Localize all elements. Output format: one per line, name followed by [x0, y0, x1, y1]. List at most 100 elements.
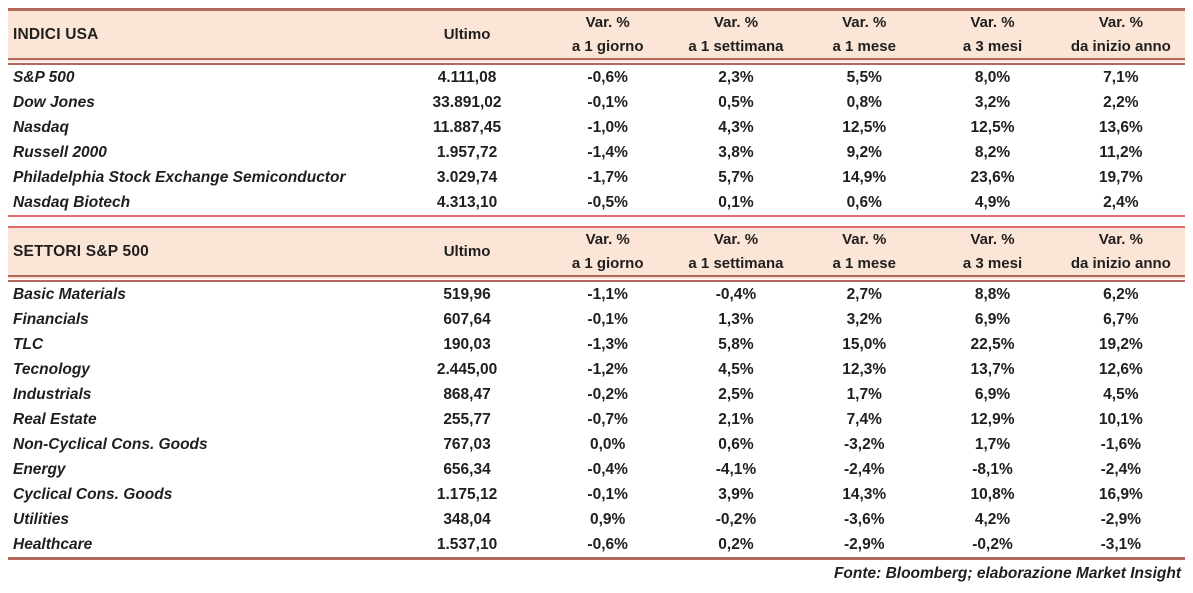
var-value: -1,1% [587, 285, 628, 303]
var-value: 3,9% [718, 485, 754, 503]
ultimo-value: 1.957,72 [436, 143, 498, 161]
var-value: -0,2% [972, 535, 1013, 553]
table-row: Industrials 868,47 -0,2% 2,5% 1,7% 6,9% 4,5% [8, 382, 1185, 407]
table-row: Tecnology 2.445,00 -1,2% 4,5% 12,3% 13,7% 12,6… [8, 357, 1185, 382]
var-value: -2,9% [843, 535, 885, 553]
var-1-day-column-header: Var. % a 1 giorno [543, 227, 672, 282]
table-row: Nasdaq 11.887,45 -1,0% 4,3% 12,5% 12,5% 13,6% [8, 115, 1185, 140]
row-label: Financials [13, 310, 89, 328]
var-value: 0,2% [718, 535, 754, 553]
table-row: Nasdaq Biotech 4.313,10 -0,5% 0,1% 0,6% 4,9% 2… [8, 190, 1185, 216]
period-label: a 1 settimana [688, 254, 784, 272]
var-value: 2,3% [718, 68, 754, 86]
ultimo-value: 519,96 [443, 285, 491, 303]
period-label: a 1 giorno [571, 37, 644, 55]
var-value: 16,9% [1098, 485, 1143, 503]
ultimo-value: 348,04 [443, 510, 491, 528]
var-value: -0,1% [587, 310, 628, 328]
var-value: 5,8% [718, 335, 754, 353]
period-label: a 1 mese [832, 37, 896, 55]
var-value: -0,2% [587, 385, 628, 403]
ultimo-column-header: Ultimo [390, 9, 544, 65]
table-row: Utilities 348,04 0,9% -0,2% -3,6% 4,2% -2,9% [8, 507, 1185, 532]
var-value: 12,9% [970, 410, 1015, 428]
var-value: 7,1% [1103, 68, 1139, 86]
section-title: SETTORI S&P 500 [8, 227, 391, 282]
var-1-day-column-header: Var. % a 1 giorno [543, 9, 672, 65]
var-value: -2,4% [1100, 460, 1142, 478]
row-label: Philadelphia Stock Exchange Semiconducto… [13, 168, 346, 186]
table-row: Energy 656,34 -0,4% -4,1% -2,4% -8,1% -2,4% [8, 457, 1185, 482]
indici-usa-header: INDICI USA Ultimo Var. % a 1 giorno Var.… [8, 9, 1185, 65]
ultimo-value: 656,34 [443, 460, 491, 478]
var-label: Var. % [842, 14, 887, 32]
indici-usa-table: INDICI USA Ultimo Var. % a 1 giorno Var.… [8, 8, 1185, 217]
period-label: a 1 settimana [688, 37, 784, 55]
settori-sp500-body: Basic Materials 519,96 -1,1% -0,4% 2,7% 8,8% 6… [8, 279, 1185, 559]
var-value: -0,6% [587, 68, 628, 86]
var-value: -1,4% [587, 143, 628, 161]
ultimo-value: 11.887,45 [432, 118, 502, 136]
var-value: 4,5% [718, 360, 754, 378]
period-label: a 1 giorno [571, 254, 644, 272]
period-label: a 3 mesi [962, 254, 1023, 272]
var-label: Var. % [842, 231, 887, 249]
ultimo-value: 4.313,10 [436, 193, 498, 211]
var-value: 8,8% [974, 285, 1011, 303]
header-row: SETTORI S&P 500 Ultimo Var. % a 1 giorno… [8, 227, 1185, 282]
var-value: 1,7% [974, 435, 1011, 453]
var-value: -8,1% [972, 460, 1013, 478]
settori-sp500-table: SETTORI S&P 500 Ultimo Var. % a 1 giorno… [8, 226, 1185, 560]
table-row: Basic Materials 519,96 -1,1% -0,4% 2,7% 8,8% 6… [8, 279, 1185, 308]
var-value: -0,6% [587, 535, 628, 553]
var-value: -0,7% [587, 410, 628, 428]
var-value: 9,2% [846, 143, 882, 161]
var-value: 3,2% [974, 93, 1011, 111]
var-value: 0,0% [590, 435, 626, 453]
row-label: Industrials [13, 385, 92, 403]
var-value: -0,4% [715, 285, 757, 303]
var-3-months-column-header: Var. % a 3 mesi [928, 227, 1057, 282]
var-value: 6,7% [1103, 310, 1139, 328]
table-row: S&P 500 4.111,08 -0,6% 2,3% 5,5% 8,0% 7,1% [8, 62, 1185, 91]
var-value: -0,1% [587, 485, 628, 503]
var-value: 0,1% [718, 193, 754, 211]
var-value: 4,9% [974, 193, 1011, 211]
table-row: Cyclical Cons. Goods 1.175,12 -0,1% 3,9% 14,… [8, 482, 1185, 507]
var-ytd-column-header: Var. % da inizio anno [1056, 9, 1185, 65]
var-1-month-column-header: Var. % a 1 mese [800, 9, 929, 65]
row-label: Utilities [13, 510, 69, 528]
ultimo-value: 767,03 [443, 435, 491, 453]
var-value: -1,2% [587, 360, 628, 378]
var-value: -2,4% [843, 460, 885, 478]
indici-usa-body: S&P 500 4.111,08 -0,6% 2,3% 5,5% 8,0% 7,1% Dow … [8, 62, 1185, 217]
var-value: 3,8% [718, 143, 754, 161]
period-label: a 3 mesi [962, 37, 1023, 55]
var-value: 2,5% [718, 385, 754, 403]
var-value: 1,3% [718, 310, 754, 328]
row-label: Basic Materials [13, 285, 126, 303]
table-row: Non-Cyclical Cons. Goods 767,03 0,0% 0,6% -3… [8, 432, 1185, 457]
row-label: Cyclical Cons. Goods [13, 485, 173, 503]
var-value: -1,0% [587, 118, 628, 136]
var-value: 12,5% [842, 118, 887, 136]
header-row: INDICI USA Ultimo Var. % a 1 giorno Var.… [8, 9, 1185, 65]
var-value: 19,7% [1098, 168, 1143, 186]
var-value: -0,5% [587, 193, 628, 211]
var-value: -3,2% [843, 435, 885, 453]
table-row: Dow Jones 33.891,02 -0,1% 0,5% 0,8% 3,2% 2,2% [8, 90, 1185, 115]
var-value: 5,5% [846, 68, 882, 86]
var-value: 12,3% [842, 360, 887, 378]
var-value: 8,2% [974, 143, 1011, 161]
var-value: 19,2% [1098, 335, 1143, 353]
var-value: 0,8% [846, 93, 882, 111]
row-label: Nasdaq Biotech [13, 193, 131, 211]
var-value: 5,7% [718, 168, 754, 186]
period-label: a 1 mese [832, 254, 896, 272]
var-value: 7,4% [846, 410, 882, 428]
var-value: 1,7% [846, 385, 882, 403]
ultimo-value: 1.537,10 [436, 535, 498, 553]
ultimo-value: 607,64 [443, 310, 491, 328]
var-value: 4,5% [1103, 385, 1139, 403]
table-row: Healthcare 1.537,10 -0,6% 0,2% -2,9% -0,2% -3,… [8, 532, 1185, 559]
